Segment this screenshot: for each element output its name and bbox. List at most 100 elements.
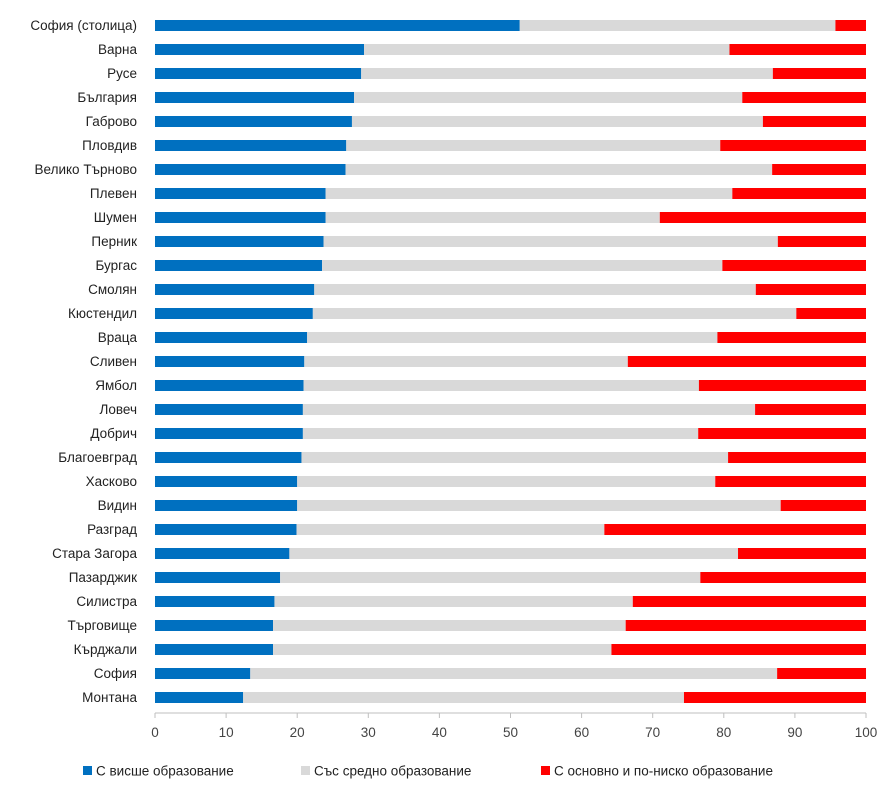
bar-segment-3-row-25 — [632, 596, 866, 607]
x-tick-label: 70 — [645, 725, 660, 740]
category-label: Плевен — [90, 186, 137, 201]
bar-segment-1-row-16 — [155, 380, 304, 391]
bar-segment-3-row-26 — [625, 620, 866, 631]
bar-segment-1-row-9 — [155, 212, 326, 223]
x-tick-label: 60 — [574, 725, 589, 740]
legend-swatch-3 — [541, 766, 550, 775]
bar-segment-2-row-4 — [354, 92, 743, 103]
legend-swatch-1 — [83, 766, 92, 775]
x-tick-label: 0 — [151, 725, 159, 740]
category-labels: София (столица) Варна Русе България Габрово П… — [30, 18, 137, 705]
bar-segment-2-row-19 — [301, 452, 729, 463]
bar-segment-3-row-21 — [780, 500, 866, 511]
legend-swatch-2 — [301, 766, 310, 775]
bar-segment-1-row-26 — [155, 620, 274, 631]
bar-segment-1-row-28 — [155, 668, 251, 679]
bar-segment-1-row-15 — [155, 356, 305, 367]
x-tick-labels: 0 10 20 30 40 50 60 70 80 90 100 — [151, 713, 877, 740]
bar-segment-3-row-24 — [700, 572, 866, 583]
x-tick-label: 30 — [361, 725, 376, 740]
category-label: Габрово — [86, 114, 137, 129]
category-label: Ловеч — [100, 402, 137, 417]
bar-segment-3-row-18 — [698, 428, 866, 439]
legend-label-3: С основно и по-ниско образование — [554, 764, 773, 779]
category-label: Кърджали — [74, 642, 137, 657]
bar-segment-3-row-19 — [728, 452, 866, 463]
bar-segment-3-row-13 — [796, 308, 866, 319]
bar-segment-1-row-29 — [155, 692, 244, 703]
bar-segment-3-row-23 — [738, 548, 866, 559]
bar-segment-1-row-19 — [155, 452, 302, 463]
x-tick-label: 100 — [855, 725, 878, 740]
bar-segment-3-row-28 — [777, 668, 867, 679]
bar-segment-3-row-7 — [772, 164, 866, 175]
bar-segment-1-row-8 — [155, 188, 326, 199]
category-label: България — [77, 90, 137, 105]
bar-segment-1-row-11 — [155, 260, 323, 271]
bar-segment-3-row-9 — [659, 212, 866, 223]
category-label: Добрич — [90, 426, 137, 441]
bar-segment-3-row-10 — [777, 236, 866, 247]
category-label: Монтана — [82, 690, 137, 705]
category-label: Видин — [98, 498, 137, 513]
bar-segment-3-row-4 — [742, 92, 866, 103]
bar-segment-3-row-5 — [762, 116, 866, 127]
legend-label-2: Със средно образование — [314, 764, 471, 779]
category-label: Разград — [87, 522, 137, 537]
category-label: Търговище — [67, 618, 137, 633]
bar-segment-3-row-29 — [683, 692, 866, 703]
bar-segment-2-row-26 — [273, 620, 626, 631]
bar-segment-1-row-22 — [155, 524, 297, 535]
bar-segment-1-row-17 — [155, 404, 303, 415]
category-label: Кюстендил — [68, 306, 137, 321]
bar-segment-1-row-13 — [155, 308, 313, 319]
bar-segment-3-row-2 — [729, 44, 866, 55]
category-label: Русе — [107, 66, 137, 81]
bar-segment-1-row-2 — [155, 44, 365, 55]
bar-segment-1-row-21 — [155, 500, 298, 511]
bar-segment-2-row-23 — [289, 548, 739, 559]
bar-segment-2-row-17 — [302, 404, 756, 415]
bars-group — [155, 20, 867, 703]
bar-segment-1-row-1 — [155, 20, 520, 31]
bar-segment-2-row-5 — [351, 116, 763, 127]
bar-segment-1-row-24 — [155, 572, 281, 583]
category-label: Ямбол — [95, 378, 137, 393]
x-tick-label: 20 — [290, 725, 305, 740]
bar-segment-1-row-6 — [155, 140, 347, 151]
bar-segment-1-row-4 — [155, 92, 355, 103]
bar-segment-2-row-24 — [280, 572, 701, 583]
bar-segment-2-row-2 — [364, 44, 730, 55]
bar-segment-3-row-22 — [604, 524, 866, 535]
bar-segment-2-row-21 — [297, 500, 781, 511]
bar-segment-3-row-6 — [720, 140, 866, 151]
bar-segment-2-row-15 — [304, 356, 628, 367]
bar-segment-1-row-20 — [155, 476, 298, 487]
bar-segment-2-row-3 — [361, 68, 773, 79]
x-tick-label: 40 — [432, 725, 447, 740]
bar-segment-2-row-7 — [345, 164, 773, 175]
bar-segment-3-row-20 — [715, 476, 866, 487]
bar-segment-2-row-14 — [307, 332, 718, 343]
category-label: Велико Търново — [35, 162, 137, 177]
bar-segment-3-row-14 — [717, 332, 866, 343]
legend-label-1: С висше образование — [96, 764, 234, 779]
bar-segment-3-row-27 — [611, 644, 866, 655]
bar-segment-1-row-23 — [155, 548, 290, 559]
bar-segment-3-row-3 — [772, 68, 866, 79]
bar-segment-3-row-1 — [835, 20, 866, 31]
bar-segment-3-row-8 — [732, 188, 866, 199]
category-label: Варна — [98, 42, 137, 57]
category-label: Смолян — [88, 282, 137, 297]
bar-segment-2-row-27 — [273, 644, 612, 655]
bar-segment-1-row-3 — [155, 68, 362, 79]
bar-segment-3-row-15 — [627, 356, 866, 367]
category-label: Шумен — [94, 210, 137, 225]
bar-segment-2-row-13 — [312, 308, 797, 319]
category-label: Пловдив — [82, 138, 137, 153]
category-label: Стара Загора — [52, 546, 137, 561]
x-tick-label: 90 — [787, 725, 802, 740]
category-label: Пазарджик — [69, 570, 137, 585]
bar-segment-2-row-12 — [314, 284, 756, 295]
category-label: Хасково — [86, 474, 137, 489]
